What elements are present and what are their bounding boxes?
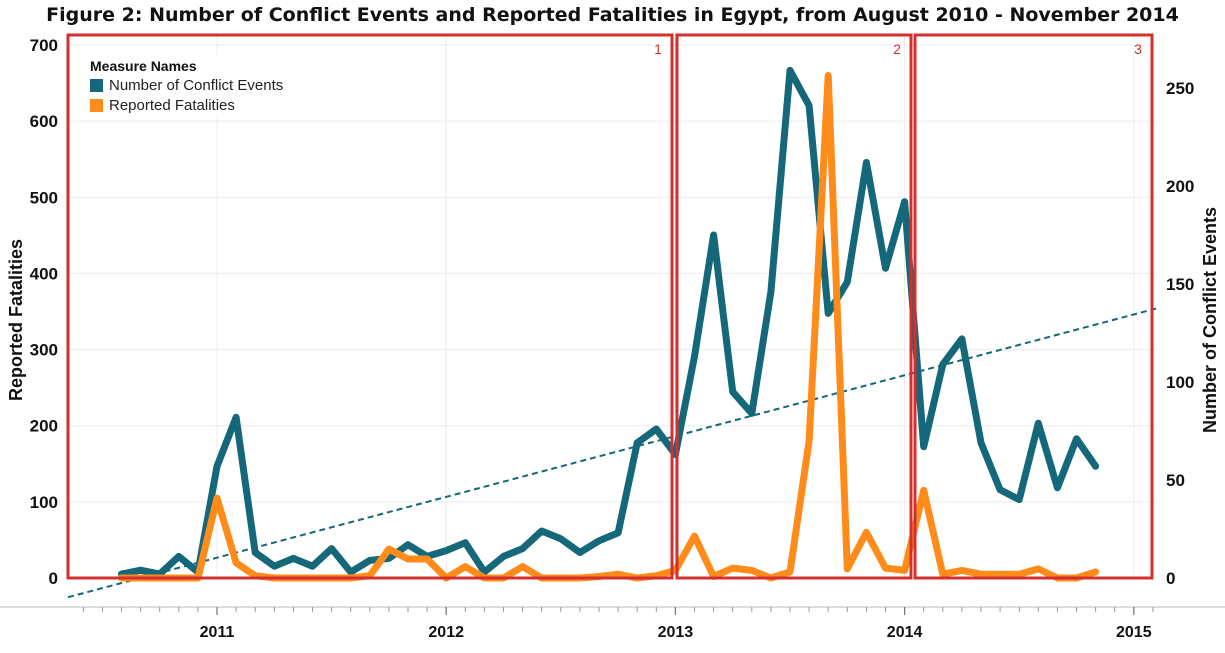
right-tick-label: 200 — [1166, 177, 1194, 196]
legend-title: Measure Names — [90, 58, 197, 74]
trend-line — [67, 307, 1157, 599]
legend-item-fatalities: Reported Fatalities — [90, 96, 235, 114]
region-label-1: 1 — [654, 41, 662, 57]
legend-swatch-conflict-events — [90, 78, 103, 92]
right-tick-label: 100 — [1166, 373, 1194, 392]
right-axis-ticks: 0 50 100 150 200 250 — [1166, 79, 1194, 588]
x-tick-label: 2015 — [1116, 624, 1152, 641]
region-boxes: 1 2 3 — [66, 33, 1154, 580]
series-line-reported-fatalities — [118, 72, 1100, 582]
region-label-2: 2 — [893, 41, 901, 57]
region-box-1 — [66, 33, 674, 580]
right-tick-label: 0 — [1166, 569, 1175, 588]
left-axis-ticks: 0 100 200 300 400 500 600 700 — [30, 36, 58, 588]
region-box-2 — [675, 33, 913, 580]
trend-line-group — [67, 307, 1157, 599]
gridlines — [68, 33, 1156, 580]
right-axis-title: Number of Conflict Events — [1200, 207, 1220, 433]
left-tick-label: 400 — [30, 264, 58, 283]
legend-label-fatalities: Reported Fatalities — [109, 96, 235, 114]
legend-item-conflict-events: Number of Conflict Events — [90, 76, 283, 94]
left-tick-label: 0 — [49, 569, 58, 588]
right-tick-label: 50 — [1166, 471, 1185, 490]
x-axis: 2011 2012 2013 2014 2015 — [0, 606, 1225, 641]
left-tick-label: 600 — [30, 112, 58, 131]
left-tick-label: 700 — [30, 36, 58, 55]
left-axis-title: Reported Fatalities — [6, 239, 26, 401]
x-tick-label: 2012 — [428, 624, 464, 641]
chart-title: Figure 2: Number of Conflict Events and … — [46, 4, 1179, 26]
region-box-3 — [913, 33, 1154, 580]
legend-label-conflict-events: Number of Conflict Events — [109, 76, 284, 94]
legend-swatch-fatalities — [90, 98, 103, 112]
series-line-conflict-events — [118, 66, 1100, 578]
x-tick-label: 2011 — [200, 624, 235, 641]
legend: Measure Names Number of Conflict Events … — [84, 56, 310, 118]
region-label-3: 3 — [1134, 41, 1142, 57]
left-tick-label: 300 — [30, 341, 58, 360]
right-tick-label: 250 — [1166, 79, 1194, 98]
left-tick-label: 200 — [30, 417, 58, 436]
x-tick-label: 2013 — [658, 624, 694, 641]
right-tick-label: 150 — [1166, 275, 1194, 294]
x-tick-label: 2014 — [887, 624, 923, 641]
left-tick-label: 100 — [30, 493, 58, 512]
left-tick-label: 500 — [30, 188, 58, 207]
